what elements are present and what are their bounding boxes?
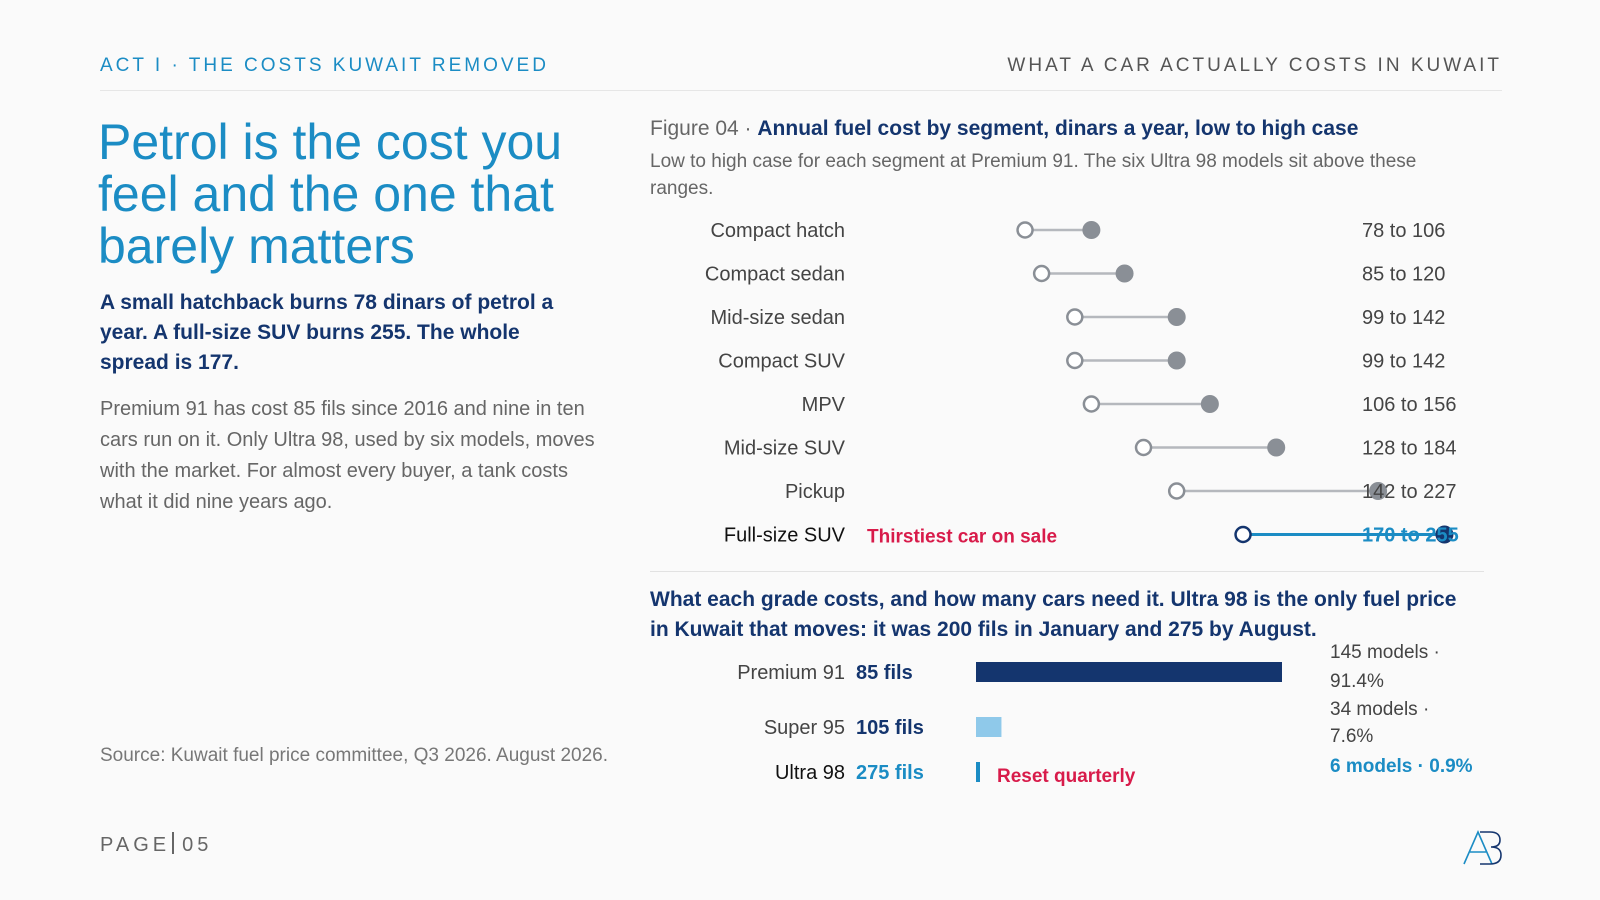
segment-label: Compact sedan (705, 264, 845, 286)
segment-label: Compact hatch (710, 220, 845, 242)
share-bar (976, 762, 980, 782)
segment-label: Pickup (785, 481, 845, 503)
model-share-label: 91.4% (1330, 671, 1384, 692)
grade-label: Super 95 (764, 717, 845, 739)
report-title: WHAT A CAR ACTUALLY COSTS IN KUWAIT (1007, 55, 1502, 76)
figure-title-text: Annual fuel cost by segment, dinars a ye… (757, 117, 1359, 140)
high-case-dot (1267, 438, 1286, 457)
body-paragraph: Premium 91 has cost 85 fils since 2016 a… (100, 398, 595, 513)
grades-heading: What each grade costs, and how many cars… (650, 588, 1457, 641)
high-case-dot (1167, 308, 1186, 326)
figure-title: Figure 04 · Annual fuel cost by segment,… (650, 117, 1358, 141)
grade-price: 85 fils (856, 662, 913, 684)
range-value-label: 99 to 142 (1362, 307, 1445, 329)
page-number: PAGE 05 (100, 832, 212, 857)
reset-annotation: Reset quarterly (997, 766, 1136, 787)
grade-price: 275 fils (856, 762, 924, 784)
figure-subtitle: Low to high case for each segment at Pre… (650, 151, 1417, 199)
high-case-dot (1435, 525, 1454, 544)
low-case-dot (1066, 351, 1084, 370)
model-share-label: 6 models · 0.9% (1330, 756, 1473, 777)
fuel-grade-chart: Premium 91 85 fils 145 models · 91.4% Super … (737, 642, 1473, 787)
share-bar (976, 662, 1282, 682)
range-value-label: 85 to 120 (1362, 264, 1445, 286)
page-label: PAGE (100, 834, 171, 856)
low-case-dot (1016, 221, 1034, 239)
model-share-label: 34 models · (1330, 699, 1429, 720)
chart-divider (650, 571, 1484, 572)
segment-label: MPV (802, 394, 846, 416)
segment-label: Mid-size sedan (710, 307, 845, 329)
low-case-dot (1032, 264, 1051, 283)
grade-price: 105 fils (856, 717, 924, 739)
range-value-label: 99 to 142 (1362, 351, 1445, 373)
figure-number: Figure 04 · (650, 117, 758, 140)
high-case-dot (1082, 221, 1101, 239)
low-case-dot (1167, 482, 1186, 500)
segment-label: Full-size SUV (724, 525, 846, 547)
range-value-label: 142 to 227 (1362, 481, 1457, 503)
segment-label: Compact SUV (718, 351, 845, 373)
low-case-dot (1066, 308, 1084, 326)
source-note: Source: Kuwait fuel price committee, Q3 … (100, 745, 609, 766)
model-share-label: 145 models · (1330, 642, 1440, 663)
range-value-label: 128 to 184 (1362, 438, 1457, 460)
grade-label: Ultra 98 (775, 762, 845, 784)
thirstiest-annotation: Thirstiest car on sale (867, 527, 1057, 548)
model-share-label: 7.6% (1330, 726, 1373, 747)
page-headline: Petrol is the cost you feel and the one … (98, 114, 563, 274)
low-case-dot (1234, 525, 1252, 544)
high-case-dot (1200, 395, 1219, 413)
segment-fuel-cost-chart: Compact hatch 78 to 106 Compact sedan 85 to… (705, 220, 1459, 548)
high-case-dot (1115, 264, 1134, 283)
header-divider (100, 90, 1502, 91)
page-separator (172, 832, 175, 854)
grade-label: Premium 91 (737, 662, 845, 684)
range-value-label: 106 to 156 (1362, 394, 1457, 416)
section-label: ACT I · THE COSTS KUWAIT REMOVED (100, 55, 549, 76)
share-bar (976, 717, 1002, 737)
page-value: 05 (182, 834, 213, 856)
low-case-dot (1082, 395, 1101, 413)
brand-logo-icon (1463, 830, 1502, 865)
standfirst: A small hatchback burns 78 dinars of pet… (100, 291, 554, 374)
range-value-label: 170 to 255 (1362, 525, 1459, 547)
low-case-dot (1134, 438, 1153, 457)
high-case-dot (1369, 482, 1388, 500)
segment-label: Mid-size SUV (724, 438, 846, 460)
range-value-label: 78 to 106 (1362, 220, 1445, 242)
high-case-dot (1167, 351, 1186, 370)
